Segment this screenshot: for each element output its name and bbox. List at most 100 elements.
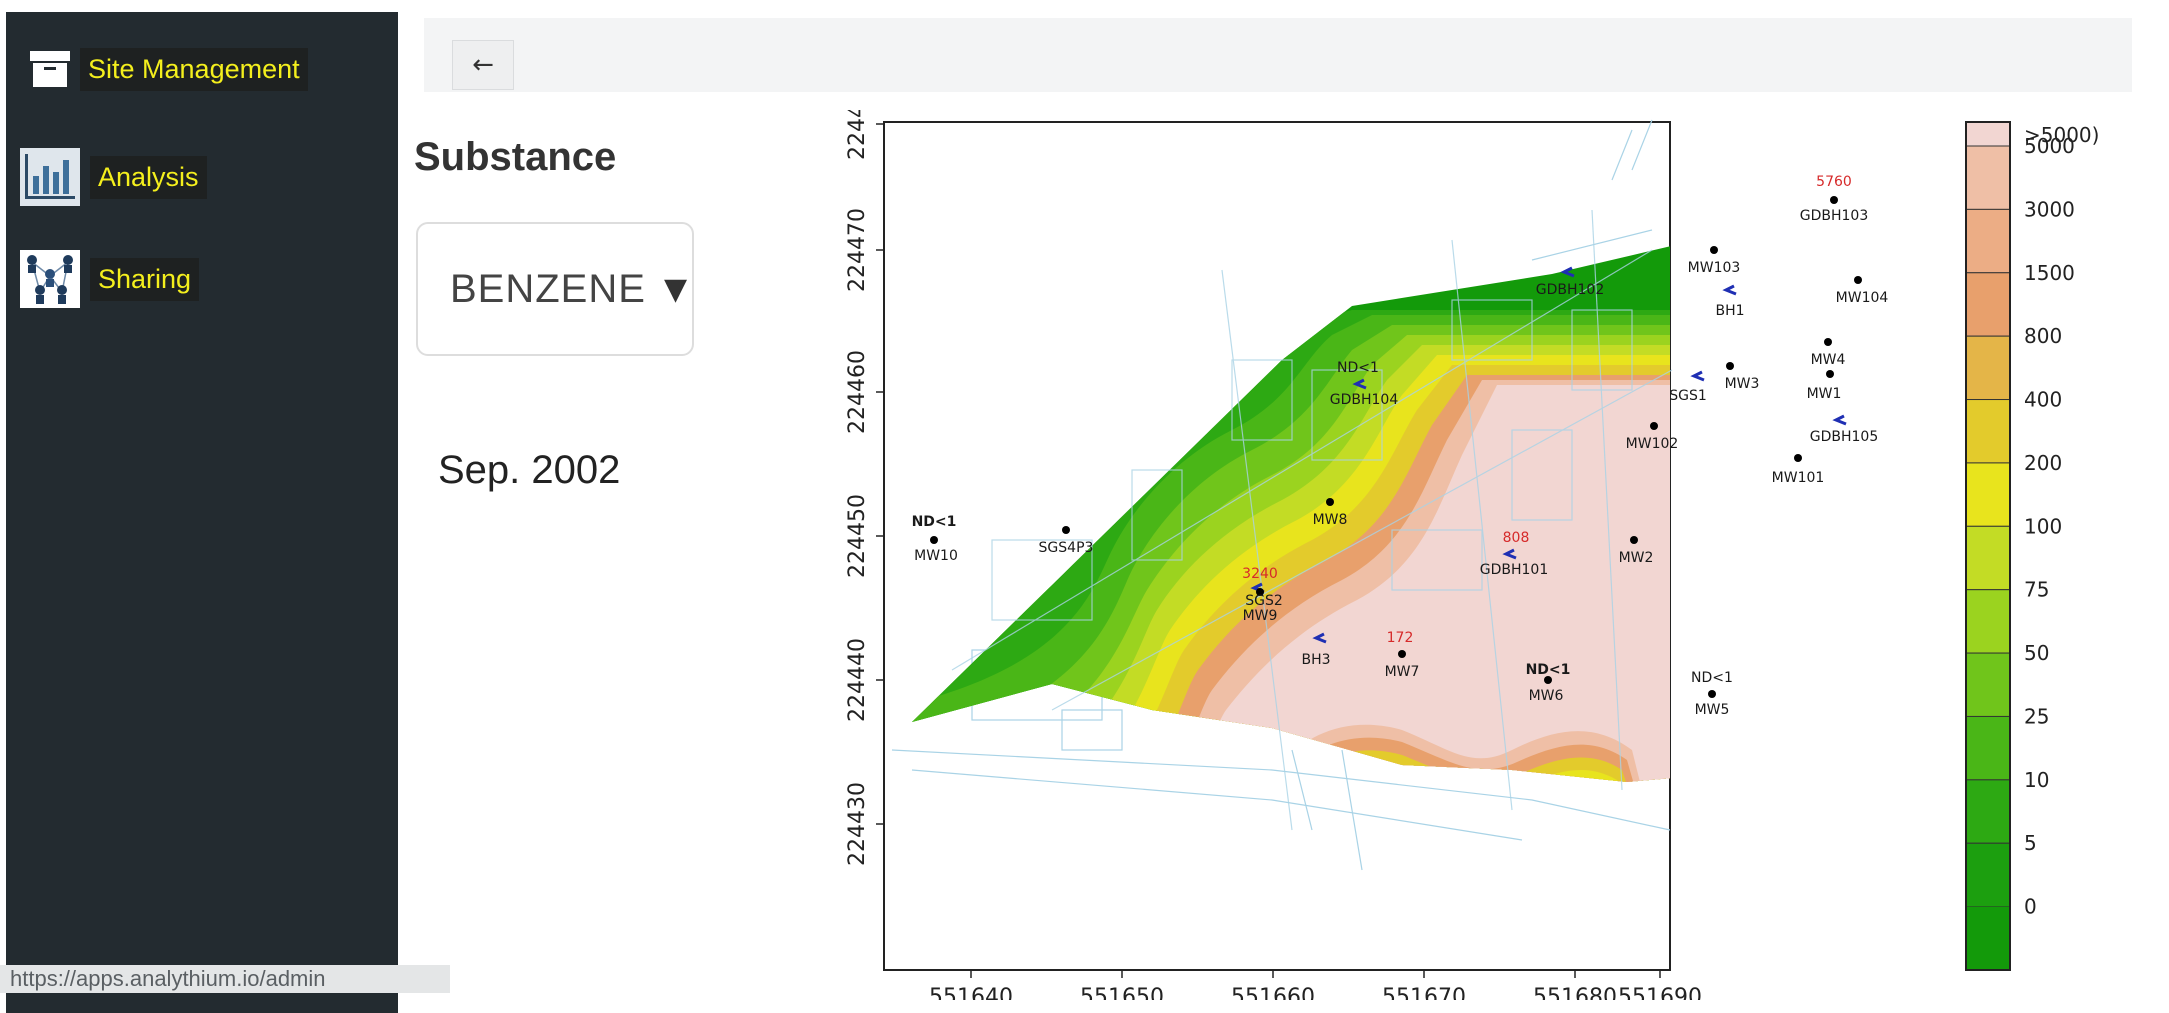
sample-point-sgs2[interactable]: 3240 SGS2: [1242, 566, 1283, 609]
legend-label: 0: [2024, 895, 2037, 919]
site-basemap-overlay: [951, 209, 1673, 831]
legend-swatch: [1965, 652, 2011, 717]
sample-label: MW7: [1385, 664, 1420, 680]
legend-swatch: [1965, 842, 2011, 908]
sample-point-gdbh103[interactable]: 5760 GDBH103: [1800, 174, 1868, 224]
sample-point-mw7[interactable]: 172 MW7: [1385, 630, 1420, 680]
sample-label: MW4: [1811, 352, 1846, 368]
sample-label: MW102: [1626, 436, 1679, 452]
legend-label: >5000): [2024, 123, 2099, 147]
sample-label: BH1: [1715, 303, 1744, 319]
sample-point-mw8[interactable]: MW8: [1313, 498, 1348, 528]
legend-label: 50: [2024, 641, 2049, 665]
legend-swatch: [1965, 208, 2011, 274]
sample-label: BH3: [1301, 652, 1330, 668]
network-people-icon: [20, 250, 80, 308]
sample-label: MW1: [1807, 386, 1842, 402]
legend-swatch: [1965, 589, 2011, 654]
y-tick-label: 224440: [845, 638, 870, 722]
sidebar-item-sharing[interactable]: Sharing: [20, 250, 200, 308]
legend-swatch: [1965, 272, 2011, 337]
legend-label: 5: [2024, 831, 2037, 855]
sample-point-mw9[interactable]: MW9: [1243, 608, 1278, 624]
sample-point-mw103[interactable]: MW103: [1688, 246, 1741, 276]
arrow-left-icon: ←: [472, 50, 494, 80]
sample-label: GDBH102: [1536, 282, 1604, 298]
sample-value: ND<1: [1337, 360, 1379, 376]
sample-point-bh1[interactable]: BH1: [1715, 284, 1745, 319]
back-button[interactable]: ←: [452, 40, 514, 90]
sample-label: MW6: [1529, 688, 1564, 704]
legend-swatch: [1965, 121, 2011, 147]
x-tick-label: 551660: [1231, 985, 1315, 1000]
sidebar-item-site-management[interactable]: Site Management: [20, 40, 308, 98]
sample-point-mw5[interactable]: ND<1 MW5: [1691, 670, 1733, 718]
sidebar-item-analysis[interactable]: Analysis: [20, 148, 207, 206]
archive-box-icon: [20, 40, 80, 98]
sample-point-mw104[interactable]: MW104: [1836, 276, 1889, 306]
sample-point-mw10[interactable]: ND<1 MW10: [912, 514, 958, 564]
date-label: Sep. 2002: [438, 448, 621, 492]
x-tick-label: 551690: [1618, 985, 1702, 1000]
sample-value: ND<1: [1526, 662, 1571, 678]
sample-point-mw4[interactable]: MW4: [1811, 338, 1846, 368]
legend-label: 10: [2024, 768, 2049, 792]
sample-label: MW2: [1619, 550, 1654, 566]
contour-map: 224430 224440 224450 224460 224470 2244 …: [752, 110, 2115, 1000]
sample-point-gdbh101[interactable]: 808 GDBH101: [1480, 530, 1548, 578]
sample-label: SGS1: [1669, 388, 1707, 404]
sample-value: 5760: [1816, 174, 1852, 190]
sidebar-item-label: Sharing: [90, 257, 200, 301]
legend-label: 400: [2024, 388, 2062, 412]
legend-label: 100: [2024, 514, 2062, 538]
x-tick-label: 551680: [1533, 985, 1617, 1000]
legend-swatch: [1965, 335, 2011, 401]
x-tick-label: 551640: [929, 985, 1013, 1000]
axis-ticks: [876, 123, 1661, 978]
sample-point-gdbh105[interactable]: GDBH105: [1810, 414, 1878, 445]
y-tick-label: 224460: [845, 350, 870, 434]
substance-heading: Substance: [414, 135, 617, 179]
sample-point-sgs4p3[interactable]: SGS4P3: [1039, 526, 1094, 556]
sample-point-mw102[interactable]: MW102: [1626, 422, 1679, 452]
sample-label: GDBH101: [1480, 562, 1548, 578]
y-tick-label: 224470: [845, 208, 870, 292]
legend-label: 3000: [2024, 197, 2075, 221]
legend-swatch: [1965, 399, 2011, 464]
sample-point-gdbh102[interactable]: GDBH102: [1536, 266, 1604, 298]
sample-point-sgs1[interactable]: SGS1: [1669, 370, 1707, 404]
bar-chart-icon: [20, 148, 80, 206]
legend-label: 75: [2024, 578, 2049, 602]
y-tick-label: 224450: [845, 494, 870, 578]
legend-label: 200: [2024, 451, 2062, 475]
legend-swatch: [1965, 715, 2011, 781]
sample-label: MW101: [1772, 470, 1825, 486]
sample-label: MW103: [1688, 260, 1741, 276]
sample-point-gdbh104[interactable]: ND<1 GDBH104: [1330, 360, 1399, 408]
legend-swatch: [1966, 906, 2010, 970]
sample-label: MW9: [1243, 608, 1278, 624]
sample-label: MW104: [1836, 290, 1889, 306]
sample-label: GDBH103: [1800, 208, 1868, 224]
x-axis-labels: 551640 551650 551660 551670 551680 55169…: [929, 985, 1702, 1000]
x-tick-label: 551670: [1382, 985, 1466, 1000]
sample-value: 172: [1387, 630, 1414, 646]
sample-point-mw2[interactable]: MW2: [1619, 536, 1654, 566]
legend-swatch: [1965, 525, 2011, 591]
sample-point-mw1[interactable]: MW1: [1807, 370, 1842, 402]
sample-label: SGS4P3: [1039, 540, 1094, 556]
sidebar-item-label: Analysis: [90, 155, 207, 199]
sample-label: GDBH105: [1810, 429, 1878, 445]
status-bar-url: https://apps.analythium.io/admin: [0, 965, 450, 993]
sample-points: 5760 GDBH103 MW103 MW104 GDBH102 BH1 MW4…: [912, 174, 1889, 718]
y-axis-labels: 224430 224440 224450 224460 224470 2244: [845, 110, 870, 866]
legend-swatch: [1965, 779, 2011, 844]
sidebar: Site Management Analysis: [0, 0, 398, 1013]
sample-label: GDBH104: [1330, 392, 1399, 408]
sample-point-mw6[interactable]: ND<1 MW6: [1526, 662, 1571, 704]
sample-point-bh3[interactable]: BH3: [1301, 632, 1331, 668]
sample-point-mw3[interactable]: MW3: [1725, 362, 1760, 392]
sample-point-mw101[interactable]: MW101: [1772, 454, 1825, 486]
legend-label: 1500: [2024, 261, 2075, 285]
substance-select[interactable]: BENZENE ▼: [416, 222, 694, 356]
